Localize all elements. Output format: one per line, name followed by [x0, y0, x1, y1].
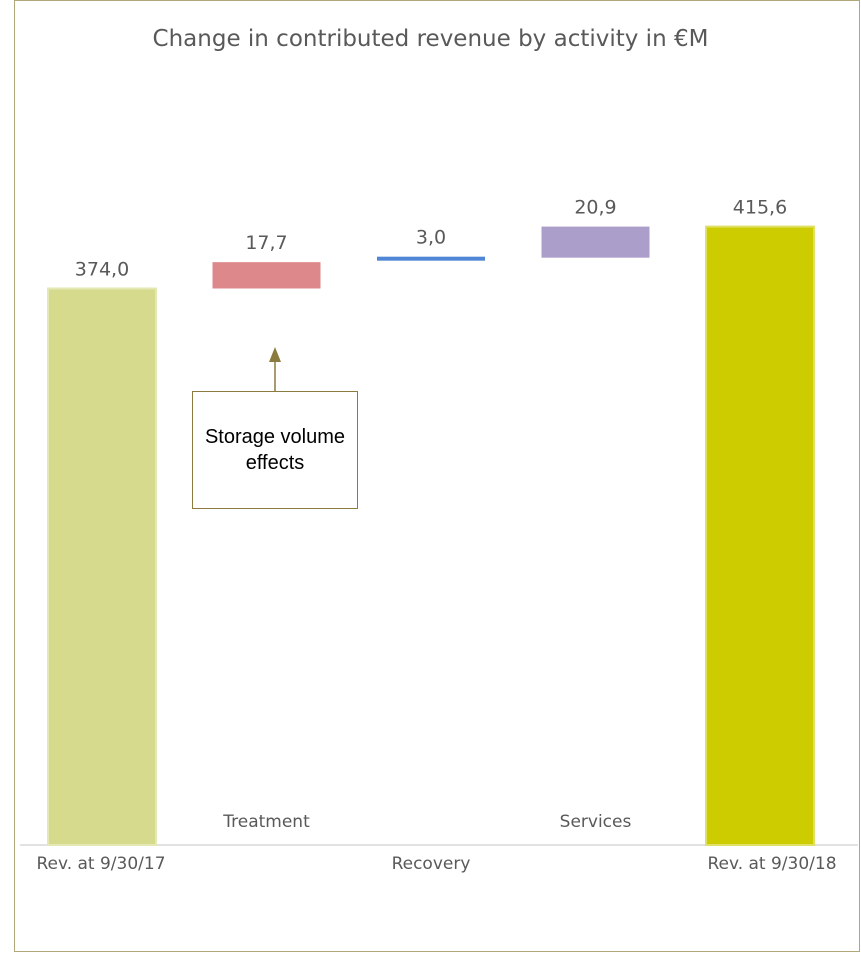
bar-recovery	[377, 256, 485, 261]
storage-volume-callout: Storage volume effects	[192, 391, 358, 509]
category-label: Rev. at 9/30/18	[707, 854, 836, 874]
category-label: Treatment	[222, 812, 310, 832]
category-label: Services	[560, 812, 632, 832]
chart-title: Change in contributed revenue by activit…	[152, 26, 709, 52]
data-label: 3,0	[416, 227, 446, 249]
bar-services	[541, 226, 650, 258]
data-label: 415,6	[733, 197, 787, 219]
bar-treatment	[212, 262, 321, 289]
bar-rev-at-9-30-18	[705, 225, 815, 846]
data-label: 17,7	[245, 232, 287, 254]
callout-arrow	[269, 347, 281, 391]
data-label: 374,0	[75, 258, 129, 280]
chart-marks: 374,0 Rev. at 9/30/17 17,7 Treatment 3,0 Reco…	[20, 197, 858, 874]
callout-text: Storage volume effects	[204, 426, 346, 474]
category-label: Rev. at 9/30/17	[36, 854, 165, 874]
bar-rev-at-9-30-17	[47, 287, 157, 847]
category-label: Recovery	[392, 854, 471, 874]
arrow-up-icon	[269, 347, 281, 362]
data-label: 20,9	[574, 197, 616, 219]
